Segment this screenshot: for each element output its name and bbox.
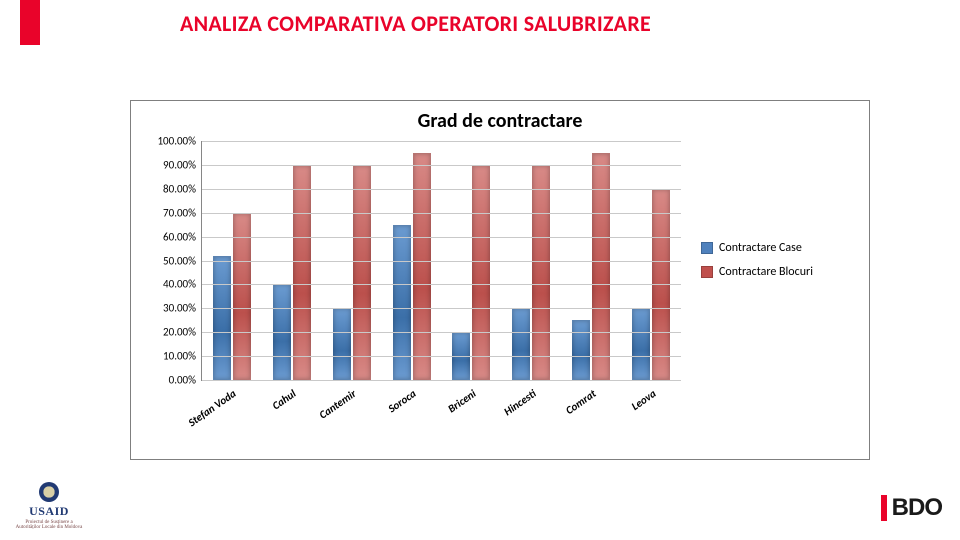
bar [572, 320, 590, 380]
bdo-logo: BDO [881, 494, 942, 522]
y-tick-label: 100.00% [157, 135, 202, 148]
bar [213, 256, 231, 380]
legend-label: Contractare Case [719, 241, 802, 255]
x-tick-label: Leova [629, 387, 658, 413]
chart-title: Grad de contractare [131, 101, 869, 133]
bdo-bar-icon [881, 495, 887, 521]
x-tick-label: Cahul [270, 387, 299, 412]
x-tick-label: Soroca [386, 387, 419, 415]
grid-line [202, 165, 681, 166]
accent-bar [20, 0, 40, 45]
grid-line [202, 284, 681, 285]
footer: USAID Proiectul de Susținere a Autorităț… [0, 482, 960, 532]
y-tick-label: 90.00% [163, 158, 202, 171]
y-tick-label: 80.00% [163, 182, 202, 195]
bar [632, 308, 650, 380]
chart-container: Grad de contractare 0.00%10.00%20.00%30.… [130, 100, 870, 460]
bar [233, 213, 251, 380]
usaid-subline: Proiectul de Susținere a Autorităților L… [14, 520, 84, 530]
y-tick-label: 10.00% [163, 350, 202, 363]
grid-line [202, 213, 681, 214]
plot-area: 0.00%10.00%20.00%30.00%40.00%50.00%60.00… [201, 141, 681, 381]
legend-label: Contractare Blocuri [719, 265, 813, 279]
y-tick-label: 60.00% [163, 230, 202, 243]
legend-item-blocuri: Contractare Blocuri [701, 265, 851, 279]
y-tick-label: 30.00% [163, 302, 202, 315]
x-tick-label: Cantemir [317, 387, 359, 422]
x-tick-label: Comrat [563, 387, 598, 417]
legend-item-case: Contractare Case [701, 241, 851, 255]
x-axis-labels: Stefan VodaCahulCantemirSorocaBriceniHin… [201, 381, 681, 451]
y-tick-label: 20.00% [163, 326, 202, 339]
x-tick-label: Briceni [446, 387, 479, 415]
grid-line [202, 308, 681, 309]
legend-swatch-icon [701, 266, 713, 278]
legend-swatch-icon [701, 242, 713, 254]
y-tick-label: 50.00% [163, 254, 202, 267]
grid-line [202, 189, 681, 190]
slide: ANALIZA COMPARATIVA OPERATORI SALUBRIZAR… [0, 0, 960, 540]
bar [293, 165, 311, 380]
bar [333, 308, 351, 380]
x-tick-label: Stefan Voda [186, 387, 239, 429]
bar [512, 308, 530, 380]
bar [472, 165, 490, 380]
usaid-seal-icon [39, 482, 59, 502]
grid-line [202, 237, 681, 238]
y-tick-label: 70.00% [163, 206, 202, 219]
y-tick-label: 0.00% [169, 374, 202, 387]
bar [353, 165, 371, 380]
legend: Contractare Case Contractare Blocuri [701, 241, 851, 289]
x-tick-label: Hincesti [502, 387, 539, 418]
bar [532, 165, 550, 380]
y-tick-label: 40.00% [163, 278, 202, 291]
bar [413, 153, 431, 380]
bar [592, 153, 610, 380]
usaid-text: USAID [14, 504, 84, 519]
plot-grid: 0.00%10.00%20.00%30.00%40.00%50.00%60.00… [201, 141, 681, 381]
grid-line [202, 141, 681, 142]
usaid-logo: USAID Proiectul de Susținere a Autorităț… [14, 482, 84, 530]
page-title: ANALIZA COMPARATIVA OPERATORI SALUBRIZAR… [180, 10, 651, 37]
grid-line [202, 332, 681, 333]
grid-line [202, 356, 681, 357]
grid-line [202, 261, 681, 262]
bdo-text: BDO [892, 494, 942, 522]
